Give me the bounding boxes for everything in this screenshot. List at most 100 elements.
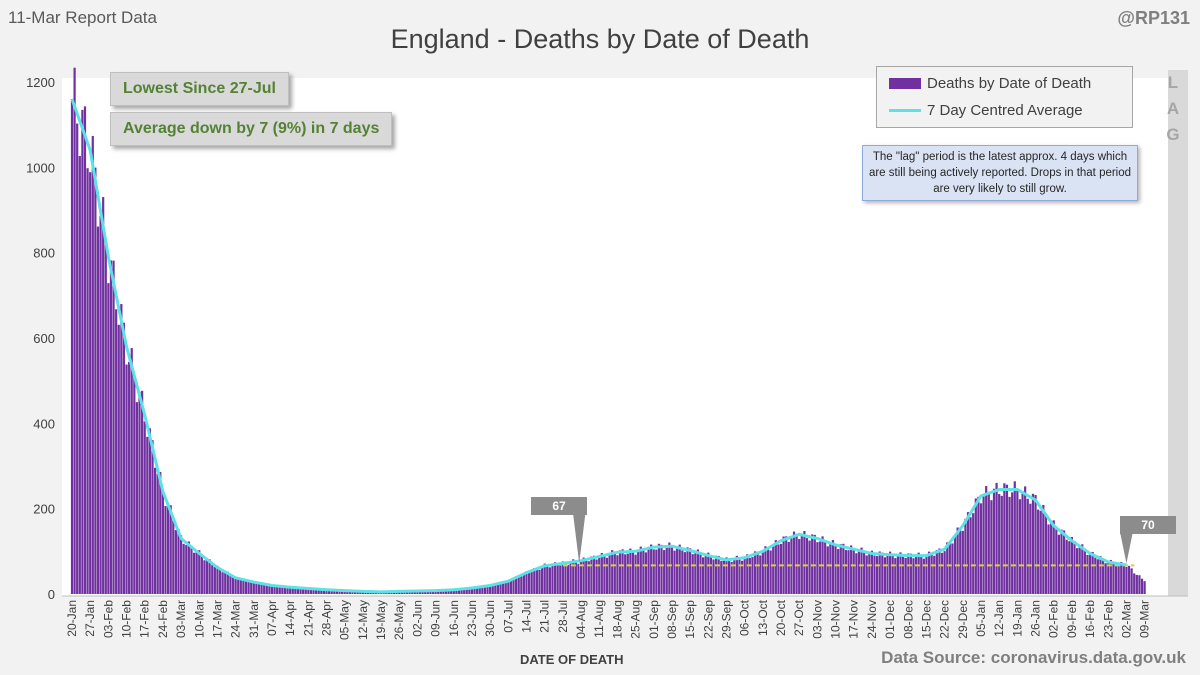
bar xyxy=(548,567,551,594)
bar xyxy=(673,550,676,594)
bar xyxy=(270,586,274,594)
y-tick-label: 200 xyxy=(33,502,55,517)
bar xyxy=(735,555,738,594)
bar xyxy=(102,197,105,594)
bar xyxy=(1101,558,1105,594)
bar xyxy=(977,496,980,594)
bar xyxy=(753,551,757,594)
bar xyxy=(289,587,292,594)
bar xyxy=(824,540,827,594)
bar xyxy=(647,546,650,594)
bar xyxy=(691,554,694,594)
bar xyxy=(154,467,157,594)
bar xyxy=(499,583,502,594)
bar xyxy=(1096,559,1099,594)
bar xyxy=(192,552,196,594)
legend-item-line: 7 Day Centred Average xyxy=(889,102,1083,119)
lag-letter: G xyxy=(1166,125,1180,144)
bar xyxy=(179,535,183,594)
bar xyxy=(148,428,152,594)
x-tick-label: 20-Jan xyxy=(65,600,79,637)
bar xyxy=(683,552,687,594)
bar xyxy=(964,518,967,594)
bar xyxy=(257,582,261,594)
bar xyxy=(725,557,728,594)
x-tick-label: 15-Dec xyxy=(919,600,933,639)
bar xyxy=(881,552,884,594)
legend-line-label: 7 Day Centred Average xyxy=(927,102,1083,119)
x-tick-label: 10-Feb xyxy=(120,600,134,638)
bar xyxy=(611,550,614,594)
bar xyxy=(444,590,448,594)
bar xyxy=(291,587,294,594)
bar xyxy=(320,589,323,594)
bar xyxy=(603,554,606,594)
x-tick-label: 23-Jun xyxy=(465,600,479,637)
x-tick-label: 03-Mar xyxy=(174,600,188,638)
bar xyxy=(722,560,725,594)
legend-bar-swatch xyxy=(889,78,921,89)
bar xyxy=(740,560,744,594)
bar xyxy=(335,590,339,594)
bar xyxy=(203,560,206,594)
y-axis: 0 200 400 600 800 1000 1200 xyxy=(26,75,55,602)
author-handle: @RP131 xyxy=(1117,8,1190,28)
bar xyxy=(785,536,788,594)
x-tick-label: 02-Jun xyxy=(410,600,424,637)
bar xyxy=(665,547,668,594)
bar xyxy=(489,585,492,594)
bar xyxy=(1081,544,1084,594)
bar xyxy=(1052,520,1055,594)
bar xyxy=(76,123,79,594)
bar xyxy=(961,530,964,594)
bar xyxy=(595,559,598,594)
x-tick-label: 20-Oct xyxy=(774,599,788,636)
bar xyxy=(302,587,305,594)
bar xyxy=(198,550,201,594)
bar xyxy=(1003,483,1006,594)
bar xyxy=(759,555,762,594)
bar xyxy=(156,473,159,594)
bar xyxy=(689,548,692,594)
bar xyxy=(990,500,993,594)
bar xyxy=(551,563,554,594)
x-tick-label: 26-Jan xyxy=(1029,600,1043,637)
x-axis: 20-Jan 27-Jan 03-Feb 10-Feb 17-Feb 24-Feb 03-M… xyxy=(65,599,1152,640)
bar xyxy=(925,555,928,594)
bar xyxy=(161,490,164,594)
bar xyxy=(247,580,250,594)
bar xyxy=(457,588,461,594)
bar xyxy=(670,546,674,594)
bar xyxy=(120,304,123,594)
bar xyxy=(117,324,120,594)
x-tick-label: 26-May xyxy=(392,600,406,640)
lag-band xyxy=(1168,70,1188,596)
bar xyxy=(839,544,842,594)
bar xyxy=(860,547,863,594)
bar xyxy=(515,576,518,594)
bar xyxy=(707,552,710,594)
bar xyxy=(816,542,819,594)
bar xyxy=(463,589,466,594)
bar xyxy=(265,583,268,594)
bar xyxy=(681,550,684,594)
x-tick-label: 21-Jul xyxy=(538,600,552,633)
bar xyxy=(764,546,767,594)
bar xyxy=(1135,574,1138,594)
x-tick-label: 01-Dec xyxy=(883,600,897,639)
bar xyxy=(634,554,637,594)
bar xyxy=(777,544,780,594)
bar xyxy=(164,505,167,594)
marker-label-right: 70 xyxy=(1120,516,1176,534)
bar xyxy=(613,553,616,594)
chart-title: England - Deaths by Date of Death xyxy=(390,24,810,54)
x-tick-label: 15-Sep xyxy=(683,600,697,639)
bar xyxy=(78,156,81,595)
bar xyxy=(107,283,110,594)
marker-pointers xyxy=(573,515,1133,564)
bar xyxy=(1008,496,1011,594)
bar xyxy=(572,559,575,594)
bar xyxy=(226,571,229,594)
bar xyxy=(109,260,113,594)
bar xyxy=(1034,494,1037,594)
